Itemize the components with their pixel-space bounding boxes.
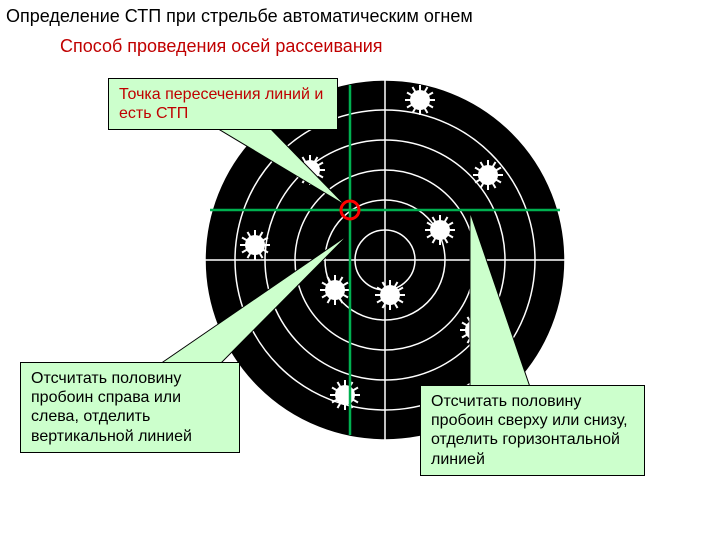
callout-vertical: Отсчитать половину пробоин справа или сл… <box>20 362 240 453</box>
page-subtitle: Способ проведения осей рассеивания <box>60 36 383 57</box>
page-title: Определение СТП при стрельбе автоматичес… <box>6 6 473 27</box>
callout-horizontal: Отсчитать половину пробоин сверху или сн… <box>420 385 645 476</box>
callout-stp: Точка пересечения линий и есть СТП <box>108 78 338 130</box>
